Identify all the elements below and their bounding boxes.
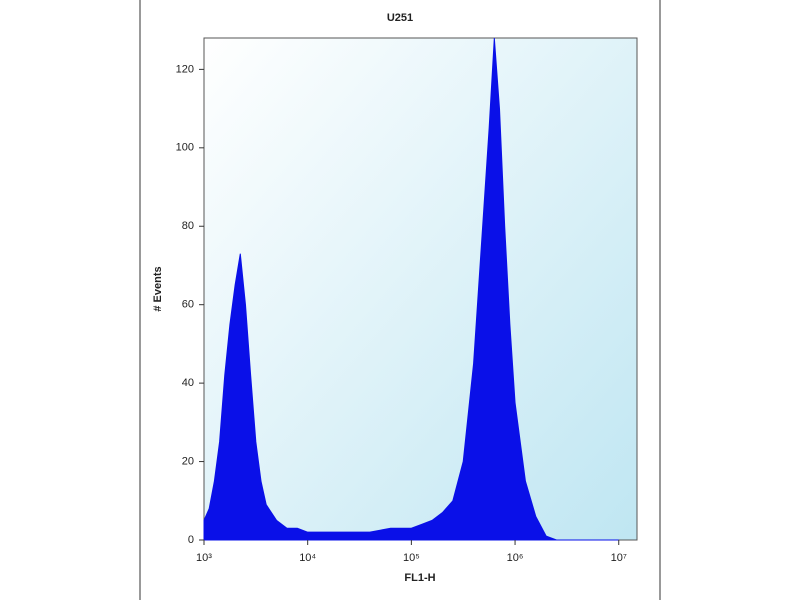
x-tick-label: 10⁶ <box>507 552 524 564</box>
plot-area <box>203 37 638 541</box>
x-tick-label: 10⁷ <box>611 552 627 564</box>
x-tick-label: 10⁵ <box>403 552 420 564</box>
y-tick-label: 80 <box>182 220 194 232</box>
y-tick-label: 120 <box>176 63 194 75</box>
y-tick-label: 100 <box>176 142 194 154</box>
y-tick-label: 0 <box>188 534 194 546</box>
x-axis-label: FL1-H <box>404 572 435 584</box>
y-tick-label: 20 <box>182 455 194 467</box>
chart-title: U251 <box>387 12 413 24</box>
histogram-area <box>203 37 619 541</box>
y-tick-label: 60 <box>182 299 194 311</box>
y-tick-label: 40 <box>182 377 194 389</box>
x-tick-label: 10³ <box>196 552 212 564</box>
x-tick-label: 10⁴ <box>299 552 316 564</box>
y-axis-label: # Events <box>152 266 164 311</box>
